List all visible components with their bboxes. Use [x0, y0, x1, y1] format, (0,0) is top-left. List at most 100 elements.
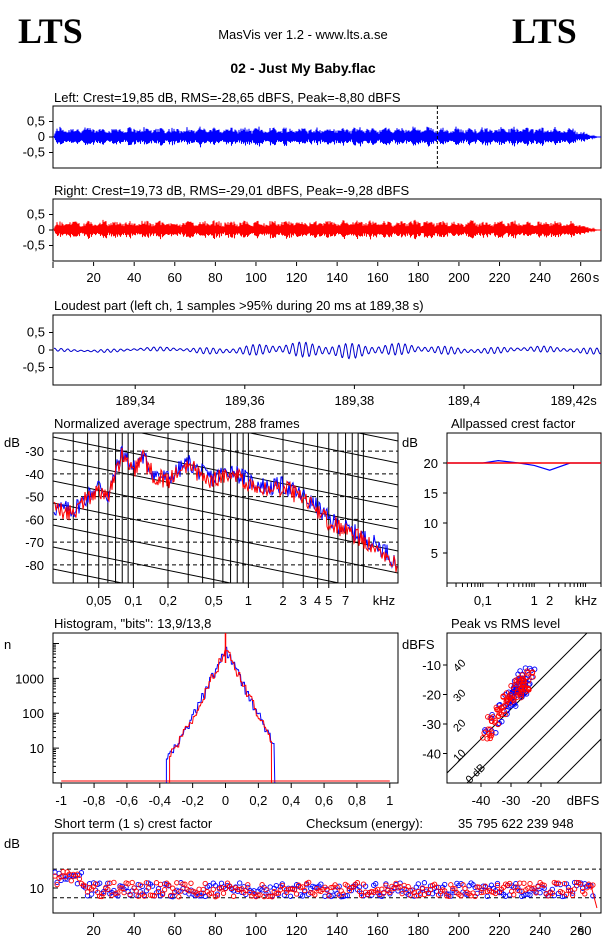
peak-rms-point	[502, 702, 509, 708]
peak-rms-point	[485, 714, 491, 720]
spectrum-xtick-label: 0,1	[124, 593, 142, 608]
short-crest-point	[563, 891, 570, 898]
right-wave: Right: Crest=19,73 dB, RMS=-29,01 dBFS, …	[54, 183, 409, 198]
short-crest-point	[549, 890, 555, 896]
lts-logo-left: LTS	[18, 11, 83, 51]
short-crest-point	[354, 880, 361, 886]
short-crest-point	[482, 883, 488, 889]
peak-rms-point	[487, 726, 493, 733]
short-crest-point	[287, 893, 294, 899]
short-crest-point	[474, 884, 480, 890]
spectrum-slope-line	[53, 568, 125, 583]
histogram-xtick-label: -0,4	[149, 793, 171, 808]
spectrum-grid	[53, 283, 398, 771]
short-crest-xtick-label: 200	[448, 923, 470, 938]
spectrum-frame	[52, 432, 399, 584]
spectrum-xtick-label: 7	[342, 593, 349, 608]
spectrum-slope-line	[53, 701, 398, 771]
short-crest-point	[383, 882, 389, 888]
short-crest-point	[155, 886, 162, 892]
short-crest-point	[117, 885, 123, 891]
histogram-xtick-label: -0,8	[83, 793, 105, 808]
short-crest-point	[155, 888, 162, 895]
short-crest-point	[306, 879, 312, 886]
short-crest-point	[405, 883, 411, 890]
short-crest-point	[188, 880, 194, 886]
short-crest-point	[521, 880, 527, 886]
short-crest-point	[121, 889, 127, 896]
spectrum-ytick-label: -50	[25, 490, 44, 505]
short-crest-point	[340, 891, 346, 897]
short-crest-point	[54, 881, 60, 888]
histogram-xtick-label: -0,2	[181, 793, 203, 808]
short-crest-point	[263, 886, 269, 893]
allpass-xtick-label: 1	[531, 593, 538, 608]
short-crest-point	[62, 876, 68, 882]
spectrum-slope-line	[53, 458, 398, 530]
short-crest-point	[442, 888, 448, 894]
short-crest-point	[381, 890, 387, 896]
short-crest-point	[569, 892, 576, 899]
spectrum-slope-line	[53, 283, 398, 353]
allpass-ytick-label: 20	[424, 456, 438, 471]
spectrum-xtick-label: 1	[245, 593, 252, 608]
time-axis-tick-label: 20	[86, 270, 100, 285]
short-crest-point	[84, 889, 91, 895]
short-crest-point	[328, 884, 334, 891]
short-crest-point	[527, 880, 533, 887]
histogram-xtick-label: -1	[55, 793, 67, 808]
spectrum-ytick-label: -60	[25, 512, 44, 527]
right-wave-trace	[53, 219, 601, 240]
time-axis-tick-label: 240	[529, 270, 551, 285]
short-crest-end-drop	[590, 884, 598, 909]
peak-rms-crest-label: 10	[451, 747, 468, 764]
short-crest-point	[458, 893, 464, 899]
histogram-ylabel: n	[4, 637, 11, 652]
short-crest-point	[590, 882, 596, 888]
peak-rms-point	[487, 735, 493, 742]
short-crest-point	[433, 884, 440, 890]
peak-rms-point	[484, 735, 490, 742]
short-crest-point	[243, 887, 249, 894]
short-crest-point	[578, 881, 584, 888]
peak-rms-point	[513, 679, 519, 685]
short-crest-point	[157, 881, 164, 888]
app-title: MasVis ver 1.2 - www.lts.a.se	[218, 27, 388, 42]
short-crest-point	[178, 888, 184, 894]
short-crest-point	[149, 892, 156, 899]
peak-rms-point	[516, 675, 522, 682]
histogram-right-trace	[169, 650, 272, 783]
peak-rms-point	[489, 718, 495, 724]
short-crest-point	[105, 880, 111, 886]
histogram-ytick-label: 10	[30, 741, 44, 756]
histogram-xtick-label: 0,6	[315, 793, 333, 808]
peak-rms-point	[507, 691, 513, 698]
left-wave-waveform-line	[53, 126, 601, 148]
peak-rms-xtick-label: -40	[472, 793, 491, 808]
time-axis-tick-label: 120	[286, 270, 308, 285]
peak-rms-point	[511, 697, 517, 704]
peak-rms-point	[487, 733, 493, 739]
short-crest-point	[358, 892, 365, 899]
spectrum-slope-line	[53, 502, 398, 574]
short-crest-xtick-label: 180	[407, 923, 429, 938]
spectrum-slope-line	[53, 480, 398, 552]
peak-rms-point	[529, 670, 536, 676]
peak-rms-ytick-label: -40	[422, 747, 441, 762]
short-crest-point	[222, 885, 229, 892]
short-crest-xtick-label: 100	[245, 923, 267, 938]
short-crest-point	[356, 888, 363, 895]
file-title: 02 - Just My Baby.flac	[230, 60, 376, 76]
short-crest-point	[399, 890, 405, 897]
left-wave-trace	[53, 126, 601, 148]
short-crest-point	[172, 889, 178, 895]
short-crest-xtick-label: 20	[86, 923, 100, 938]
short-crest-point	[259, 882, 265, 888]
short-crest-point	[230, 893, 237, 899]
spectrum-slope-line	[53, 436, 398, 508]
short-crest-point	[76, 876, 83, 882]
short-crest-point	[101, 890, 107, 896]
short-crest-point	[427, 886, 434, 893]
right-wave-waveform-line	[53, 219, 601, 240]
